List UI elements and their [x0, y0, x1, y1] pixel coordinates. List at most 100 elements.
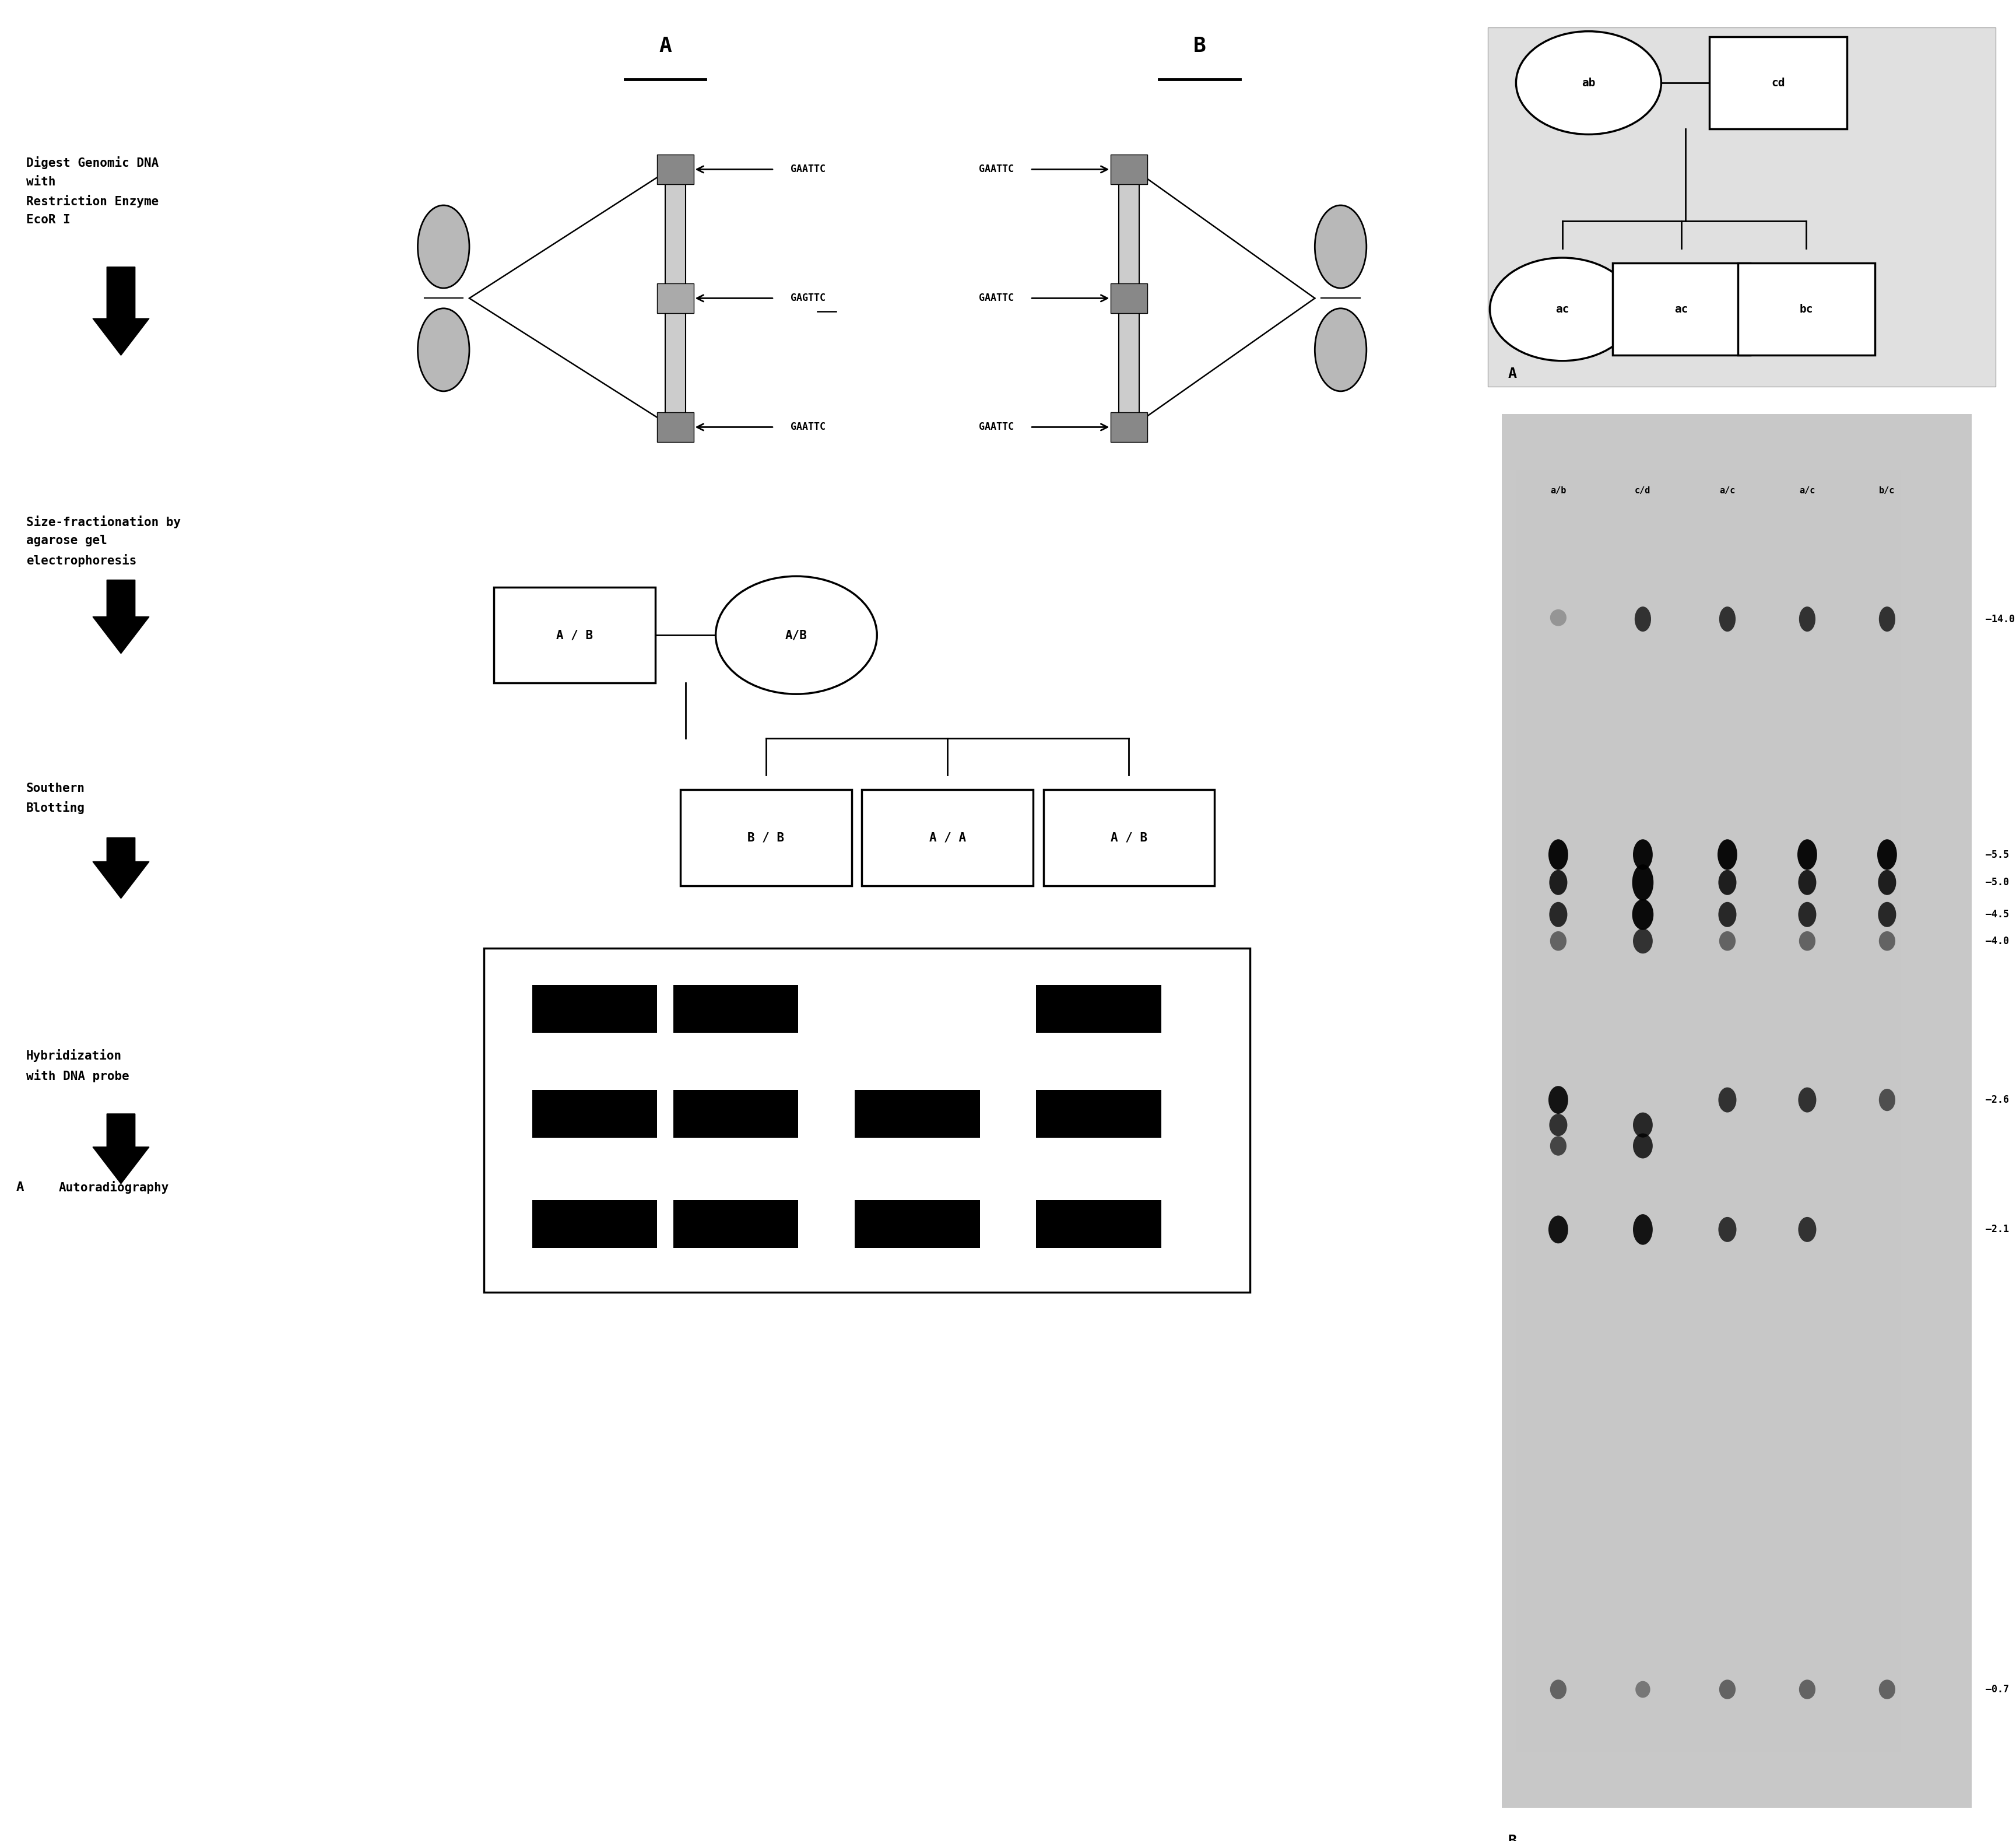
- Text: GAGTTC: GAGTTC: [790, 293, 825, 304]
- FancyArrow shape: [93, 267, 149, 355]
- Ellipse shape: [716, 576, 877, 694]
- Text: B / B: B / B: [748, 832, 784, 843]
- Bar: [673, 1090, 798, 1138]
- Ellipse shape: [1633, 839, 1653, 871]
- Text: B: B: [1193, 37, 1206, 55]
- Bar: [1710, 37, 1847, 129]
- Text: A / B: A / B: [556, 630, 593, 641]
- Bar: [1036, 985, 1161, 1033]
- Ellipse shape: [1314, 204, 1367, 287]
- Text: –4.5: –4.5: [1986, 909, 2010, 920]
- Ellipse shape: [1879, 606, 1895, 631]
- Ellipse shape: [1550, 1136, 1566, 1156]
- Text: ab: ab: [1583, 77, 1595, 88]
- Text: GAATTC: GAATTC: [980, 293, 1014, 304]
- Ellipse shape: [1516, 31, 1661, 134]
- Bar: [679, 790, 851, 886]
- Ellipse shape: [1633, 1215, 1653, 1245]
- Text: –14.0: –14.0: [1986, 613, 2014, 624]
- Bar: [1036, 1090, 1161, 1138]
- Text: A: A: [16, 1182, 24, 1193]
- Bar: [673, 1200, 798, 1248]
- Text: A: A: [659, 37, 671, 55]
- Bar: [673, 985, 798, 1033]
- Text: b/c: b/c: [1879, 486, 1895, 495]
- Bar: [1111, 412, 1147, 442]
- Bar: [1111, 155, 1147, 184]
- Text: a/c: a/c: [1720, 486, 1736, 495]
- Text: –0.7: –0.7: [1986, 1685, 2010, 1696]
- Bar: [532, 1200, 657, 1248]
- Text: Southern
Blotting: Southern Blotting: [26, 782, 85, 814]
- Ellipse shape: [1798, 902, 1816, 928]
- Ellipse shape: [1718, 1088, 1736, 1112]
- Ellipse shape: [1548, 1215, 1568, 1243]
- Ellipse shape: [1798, 839, 1816, 871]
- Ellipse shape: [1548, 902, 1566, 928]
- Bar: [855, 1200, 980, 1248]
- Text: A/B: A/B: [786, 630, 806, 641]
- Ellipse shape: [417, 309, 470, 392]
- Text: a/c: a/c: [1798, 486, 1814, 495]
- Bar: [657, 284, 694, 313]
- Ellipse shape: [1718, 871, 1736, 895]
- Text: A / B: A / B: [1111, 832, 1147, 843]
- Ellipse shape: [1718, 1217, 1736, 1243]
- Ellipse shape: [417, 204, 470, 287]
- Ellipse shape: [1633, 865, 1653, 900]
- Ellipse shape: [1798, 932, 1816, 950]
- Ellipse shape: [1720, 606, 1736, 631]
- Text: c/d: c/d: [1635, 486, 1651, 495]
- Ellipse shape: [1633, 1134, 1653, 1158]
- Text: Hybridization
with DNA probe: Hybridization with DNA probe: [26, 1049, 129, 1083]
- Text: –4.0: –4.0: [1986, 935, 2010, 946]
- Bar: [1111, 284, 1147, 313]
- Ellipse shape: [1718, 839, 1738, 871]
- Text: bc: bc: [1800, 304, 1812, 315]
- Text: –2.6: –2.6: [1986, 1095, 2010, 1105]
- Bar: [494, 587, 655, 683]
- Text: ac: ac: [1556, 304, 1568, 315]
- Bar: [532, 1090, 657, 1138]
- FancyArrow shape: [93, 1114, 149, 1184]
- Bar: [1036, 1200, 1161, 1248]
- FancyArrow shape: [93, 580, 149, 654]
- Text: a/b: a/b: [1550, 486, 1566, 495]
- Ellipse shape: [1798, 1088, 1816, 1112]
- Text: B: B: [1508, 1834, 1516, 1841]
- Ellipse shape: [1548, 839, 1568, 871]
- Ellipse shape: [1879, 1088, 1895, 1110]
- Ellipse shape: [1635, 606, 1651, 631]
- Text: GAATTC: GAATTC: [980, 164, 1014, 175]
- Text: cd: cd: [1772, 77, 1784, 88]
- Text: ac: ac: [1675, 304, 1687, 315]
- Ellipse shape: [1879, 871, 1897, 895]
- Ellipse shape: [1798, 1679, 1816, 1699]
- Text: Digest Genomic DNA
with
Restriction Enzyme
EcoR I: Digest Genomic DNA with Restriction Enzy…: [26, 156, 159, 226]
- Text: Size-fractionation by
agarose gel
electrophoresis: Size-fractionation by agarose gel electr…: [26, 515, 181, 567]
- Bar: [532, 985, 657, 1033]
- Ellipse shape: [1720, 1679, 1736, 1699]
- Bar: [484, 948, 1250, 1292]
- Ellipse shape: [1798, 871, 1816, 895]
- Text: GAATTC: GAATTC: [980, 422, 1014, 433]
- Ellipse shape: [1548, 1114, 1566, 1136]
- Ellipse shape: [1490, 258, 1635, 361]
- Ellipse shape: [1550, 609, 1566, 626]
- Bar: [657, 155, 694, 184]
- Ellipse shape: [1548, 871, 1566, 895]
- FancyArrow shape: [93, 838, 149, 898]
- Text: –5.5: –5.5: [1986, 849, 2010, 860]
- Bar: [657, 412, 694, 442]
- Ellipse shape: [1879, 902, 1897, 928]
- Ellipse shape: [1718, 902, 1736, 928]
- Ellipse shape: [1798, 1217, 1816, 1243]
- Ellipse shape: [1633, 898, 1653, 930]
- Ellipse shape: [1879, 932, 1895, 950]
- Text: A: A: [1508, 366, 1516, 381]
- Bar: [1516, 469, 1901, 1753]
- Bar: [863, 790, 1032, 886]
- Text: –5.0: –5.0: [1986, 878, 2010, 887]
- Ellipse shape: [1633, 1112, 1653, 1138]
- Bar: [1044, 790, 1214, 886]
